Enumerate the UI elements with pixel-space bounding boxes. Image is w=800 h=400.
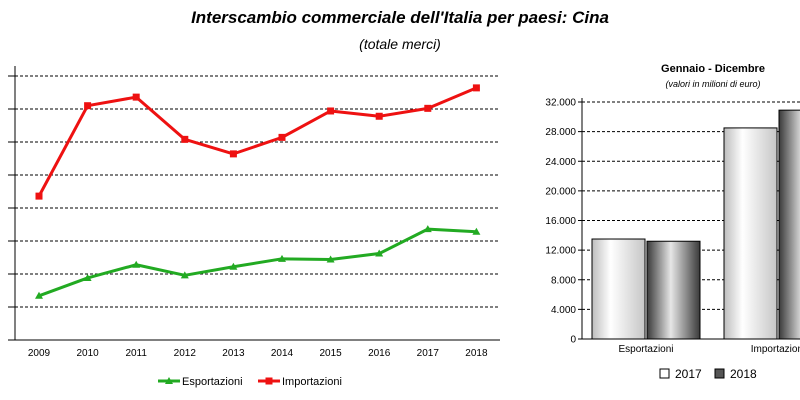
series-line-importazioni [37, 86, 477, 197]
y-tick-label: 16.000 [545, 216, 576, 227]
y-tick-label: 24.000 [545, 157, 576, 168]
bar-importazioni-2018 [778, 109, 800, 340]
data-point-esportazioni [278, 254, 286, 262]
data-point-esportazioni [229, 262, 238, 270]
x-tick-label: 2012 [174, 348, 197, 359]
y-tick-label: 4.000 [551, 305, 576, 316]
data-point-importazioni [181, 135, 189, 143]
bar-chart-title: Gennaio - Dicembre [661, 63, 765, 75]
data-point-esportazioni [375, 249, 384, 257]
y-tick-label: 12.000 [545, 246, 576, 257]
y-tick-label: 28.000 [545, 127, 576, 138]
x-tick-label: 2013 [222, 348, 245, 359]
data-point-esportazioni [35, 291, 43, 299]
legend-marker [265, 377, 273, 385]
chart-subtitle: (totale merci) [359, 36, 441, 52]
series-line-esportazioni [38, 227, 477, 298]
legend-swatch [659, 368, 670, 379]
data-point-esportazioni [472, 227, 481, 235]
data-point-esportazioni [180, 271, 189, 279]
line-chart: 2009 2010 2011 2012 2013 2014 2015 2016 2017 2018… [8, 66, 500, 388]
bar-esportazioni-2018 [646, 240, 701, 340]
x-tick-label: 2018 [465, 348, 488, 359]
legend-marker [165, 377, 173, 384]
x-tick-label: 2010 [76, 348, 99, 359]
bar-chart-subtitle: (valori in milioni di euro) [665, 79, 760, 89]
bar-importazioni-2017 [723, 127, 778, 340]
data-point-importazioni [35, 192, 43, 200]
data-point-importazioni [327, 107, 335, 115]
data-point-importazioni [278, 133, 286, 141]
legend-item-importazioni: Importazioni [258, 376, 342, 388]
x-tick-label: 2014 [271, 348, 294, 359]
legend-item-2017: 2017 [659, 367, 702, 381]
data-point-importazioni [424, 104, 432, 112]
bar-esportazioni-2017 [591, 238, 646, 340]
data-point-importazioni [84, 102, 92, 110]
x-tick-label: 2015 [319, 348, 342, 359]
x-category-label: Esportazioni [618, 344, 673, 355]
data-point-esportazioni [132, 260, 141, 268]
data-point-esportazioni [326, 255, 335, 263]
y-tick-label: 20.000 [545, 186, 576, 197]
chart-title: Interscambio commerciale dell'Italia per… [191, 8, 609, 27]
legend-swatch [714, 368, 725, 379]
data-point-importazioni [132, 93, 140, 101]
legend-label: Importazioni [282, 376, 342, 388]
legend-item-esportazioni: Esportazioni [158, 376, 243, 388]
y-tick-label: 32.000 [545, 98, 576, 109]
data-point-importazioni [375, 112, 383, 120]
data-point-importazioni [472, 84, 480, 92]
legend-label: Esportazioni [182, 376, 243, 388]
x-tick-label: 2016 [368, 348, 391, 359]
legend-item-2018: 2018 [714, 367, 757, 381]
y-tick-label: 8.000 [551, 275, 576, 286]
legend-label: 2017 [675, 367, 702, 381]
x-tick-label: 2009 [28, 348, 51, 359]
data-point-esportazioni [423, 225, 432, 233]
x-category-label: Importazioni [751, 344, 800, 355]
legend-label: 2018 [730, 367, 757, 381]
data-point-importazioni [229, 150, 237, 158]
y-tick-label: 0 [570, 335, 576, 346]
data-point-esportazioni [83, 273, 92, 281]
x-tick-label: 2017 [417, 348, 440, 359]
x-tick-label: 2011 [125, 348, 147, 359]
